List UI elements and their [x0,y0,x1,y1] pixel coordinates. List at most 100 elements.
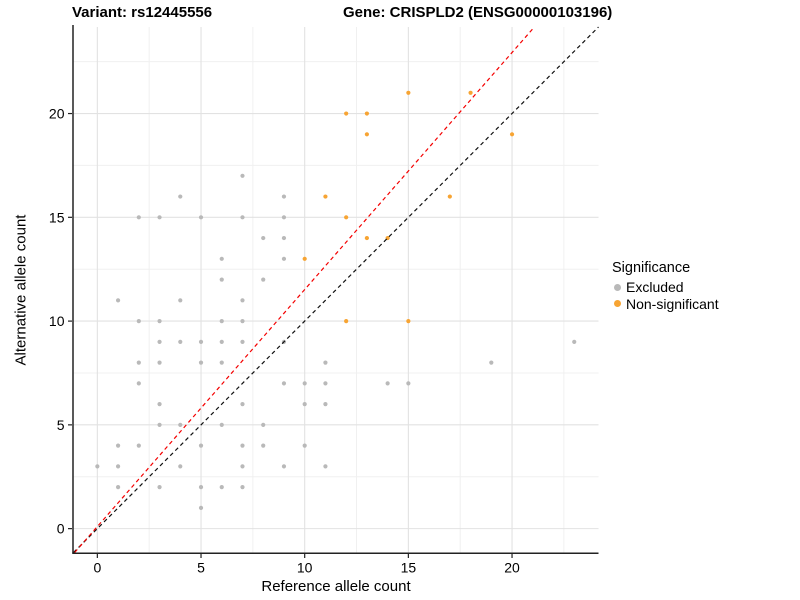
data-point [136,381,141,386]
series-excluded [95,173,577,510]
legend-item-label: Non-significant [626,295,719,312]
data-point [219,256,224,261]
data-point [240,402,245,407]
data-point [261,277,266,282]
data-point [219,422,224,427]
data-point [344,318,349,324]
data-point [240,215,245,220]
data-point [323,402,328,407]
data-point [178,298,183,303]
data-point [302,443,307,448]
data-point [364,111,369,116]
data-point [219,277,224,282]
data-point [115,464,121,469]
data-point [468,90,473,95]
data-point [157,485,162,490]
data-point [302,256,307,261]
data-point [302,381,307,386]
data-point [344,111,349,116]
y-tick-label: 20 [49,106,65,122]
x-tick-label: 5 [197,560,205,576]
x-tick-label: 15 [401,560,417,576]
identity-line [73,26,599,553]
data-point [323,464,328,469]
y-tick-labels: 0 5 10 15 20 [49,106,65,537]
data-point [240,443,245,448]
data-point [489,360,494,365]
data-point [281,235,287,241]
data-point [178,339,183,344]
legend-title: Significance [612,260,691,276]
y-tick-label: 0 [57,521,65,537]
data-point [385,381,390,386]
data-point [157,339,162,344]
data-point [406,318,411,324]
legend: Significance Excluded Non-significant [612,260,719,312]
legend-item: Excluded [612,279,719,296]
axis-lines [72,25,599,554]
expected-ratio-line [74,26,535,553]
data-point [261,235,266,241]
data-point [323,360,328,365]
data-point [281,194,287,199]
data-point [240,464,245,469]
legend-items: Excluded Non-significant [612,279,719,312]
data-point [323,194,328,199]
data-point [364,235,369,241]
y-tick-label: 10 [49,313,65,329]
minor-gridlines [73,27,599,553]
data-point [240,339,245,344]
x-tick-labels: 0 5 10 15 20 [93,560,520,576]
data-point [219,339,224,344]
data-point [281,381,287,386]
data-point [281,215,287,220]
data-point [178,194,183,199]
data-point [406,381,411,386]
x-tick-label: 20 [504,560,520,576]
data-point [198,360,204,365]
data-point [302,402,307,407]
data-point [240,485,245,490]
gene-title: Gene: CRISPLD2 (ENSG00000103196) [343,4,613,21]
data-point [178,422,183,427]
data-point [115,443,121,448]
data-point [198,443,204,448]
x-axis-title: Reference allele count [261,578,411,595]
data-point [219,360,224,365]
data-point [364,132,369,137]
data-point [157,422,162,427]
data-point [406,90,411,95]
y-axis-title: Alternative allele count [12,214,30,366]
legend-key-dot [614,300,621,308]
data-point [157,360,162,365]
data-point [115,485,121,490]
data-point [240,318,245,324]
data-point [323,381,328,386]
data-point [136,318,141,324]
data-point [261,443,266,448]
data-point [198,215,204,220]
data-point [281,464,287,469]
data-point [509,132,515,137]
x-tick-label: 0 [93,560,101,576]
data-point [240,298,245,303]
data-point [198,339,204,344]
data-point [572,339,577,344]
data-point [136,360,141,365]
data-point [157,402,162,407]
legend-item: Non-significant [612,296,719,313]
variant-title: Variant: rs12445556 [72,4,213,21]
data-point [219,485,224,490]
legend-item-label: Excluded [626,279,684,296]
data-point [157,318,162,324]
axis-ticks [68,112,513,558]
data-point [178,464,183,469]
data-point [157,215,162,220]
data-point [198,505,204,510]
data-point [261,422,266,427]
y-tick-label: 5 [57,417,65,433]
data-point [447,194,452,199]
x-tick-label: 10 [297,560,313,576]
